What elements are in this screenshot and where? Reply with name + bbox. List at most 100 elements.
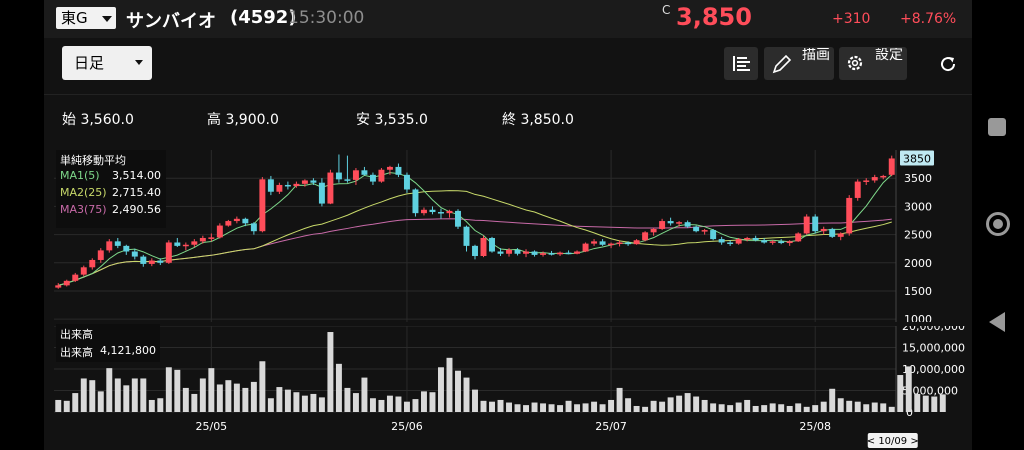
- market-select[interactable]: 東G: [56, 7, 116, 29]
- candle-body: [761, 240, 768, 243]
- low-value: 3,535.0: [374, 112, 428, 128]
- x-tick-label: 25/07: [595, 420, 627, 433]
- volume-bar: [335, 363, 342, 412]
- candle-body: [701, 230, 708, 232]
- candle-body: [506, 249, 512, 254]
- volume-legend-title: 出来高: [60, 328, 93, 341]
- close-label: 終: [502, 112, 516, 128]
- volume-bar: [786, 405, 793, 412]
- y-tick-label: 2500: [904, 229, 932, 242]
- candle-body: [80, 267, 87, 275]
- candle-body: [89, 259, 96, 268]
- volume-bar: [157, 398, 164, 412]
- volume-bar: [165, 367, 172, 412]
- volume-bar: [446, 357, 453, 412]
- candle-body: [318, 182, 325, 204]
- candle-body: [233, 218, 240, 222]
- volume-bar: [489, 401, 495, 412]
- candle-body: [497, 251, 504, 254]
- quote-time: 15:30:00: [288, 8, 365, 28]
- ohlc-bar: 始 3,560.0 高 3,900.0 安 3,535.0 終 3,850.0: [44, 94, 972, 144]
- candle-body: [608, 243, 615, 246]
- price-change-percent: +8.76%: [900, 11, 957, 27]
- volume-bar: [361, 377, 368, 412]
- ma1-line: [58, 172, 893, 286]
- volume-bar: [523, 405, 530, 412]
- volume-bar: [684, 393, 691, 412]
- volume-bar: [931, 396, 938, 412]
- candle-body: [352, 170, 359, 180]
- home-icon[interactable]: [986, 212, 1010, 236]
- refresh-icon[interactable]: [938, 54, 958, 74]
- volume-bar: [225, 380, 232, 412]
- pencil-icon: [772, 54, 792, 74]
- volume-bar: [565, 400, 572, 412]
- candle-body: [752, 237, 759, 241]
- close-item: 終 3,850.0: [502, 109, 574, 129]
- recent-apps-icon[interactable]: [988, 118, 1006, 136]
- candle-body: [650, 228, 657, 233]
- candle-body: [837, 233, 844, 237]
- draw-button[interactable]: 描画: [764, 47, 834, 80]
- close-value: 3,850.0: [520, 112, 574, 128]
- volume-bar: [710, 403, 717, 412]
- y-tick-label: 3500: [904, 172, 932, 185]
- volume-bar: [633, 405, 640, 412]
- volume-bar: [378, 399, 385, 412]
- header-bar: 東G サンバイオ (4592) 15:30:00 C 3,850 +310 +8…: [44, 0, 972, 38]
- price-chart[interactable]: 1000 1500 2000 2500 3000 3500 3850: [54, 150, 972, 322]
- candle-body: [199, 237, 206, 242]
- candle-body: [327, 172, 334, 204]
- volume-bar: [718, 404, 725, 412]
- candle-body: [123, 245, 130, 252]
- volume-bar: [420, 391, 427, 412]
- candle-body: [846, 197, 853, 234]
- volume-bar: [608, 399, 615, 412]
- candle-body: [829, 228, 836, 237]
- ma1-label: MA1(5): [60, 169, 100, 182]
- volume-bar: [123, 385, 130, 412]
- volume-bar: [531, 402, 538, 412]
- settings-button[interactable]: 設定: [839, 47, 907, 80]
- volume-bar: [871, 402, 878, 412]
- date-marker-label: < 10/09 >: [867, 436, 919, 447]
- candle-body: [174, 242, 181, 246]
- candle-body: [812, 216, 819, 232]
- volume-bar: [514, 404, 521, 412]
- volume-bar: [438, 367, 444, 412]
- volume-bar: [829, 388, 836, 412]
- volume-bar: [344, 387, 351, 412]
- candle-body: [361, 170, 368, 175]
- volume-bar: [106, 368, 113, 412]
- volume-bar: [548, 404, 555, 412]
- volume-bar: [148, 399, 155, 412]
- candle-body: [599, 241, 606, 245]
- volume-bar: [310, 393, 317, 412]
- dropdown-arrow-icon: [135, 60, 143, 65]
- volume-bar: [939, 394, 946, 412]
- candle-body: [718, 239, 725, 243]
- volume-bar: [863, 404, 870, 412]
- volume-bar: [97, 391, 104, 412]
- y-tick-label: 2000: [904, 257, 932, 270]
- volume-bar: [284, 389, 291, 412]
- candle-body: [369, 174, 376, 182]
- volume-bar: [591, 401, 598, 412]
- system-nav-bar: [972, 0, 1024, 450]
- ma3-value: 2,490.56: [112, 203, 161, 216]
- back-icon[interactable]: [989, 312, 1005, 332]
- volume-bar: [693, 396, 700, 412]
- candle-body: [735, 239, 742, 244]
- candle-body: [114, 241, 121, 246]
- candle-body: [216, 225, 223, 238]
- volume-bar: [888, 406, 895, 412]
- volume-bar: [369, 398, 376, 412]
- candle-body: [438, 212, 444, 214]
- candle-body: [540, 253, 547, 255]
- period-select[interactable]: 日足: [62, 46, 152, 80]
- candle-body: [710, 230, 717, 240]
- indicator-button[interactable]: [724, 47, 758, 80]
- volume-bar: [769, 403, 776, 412]
- candle-body: [684, 222, 691, 227]
